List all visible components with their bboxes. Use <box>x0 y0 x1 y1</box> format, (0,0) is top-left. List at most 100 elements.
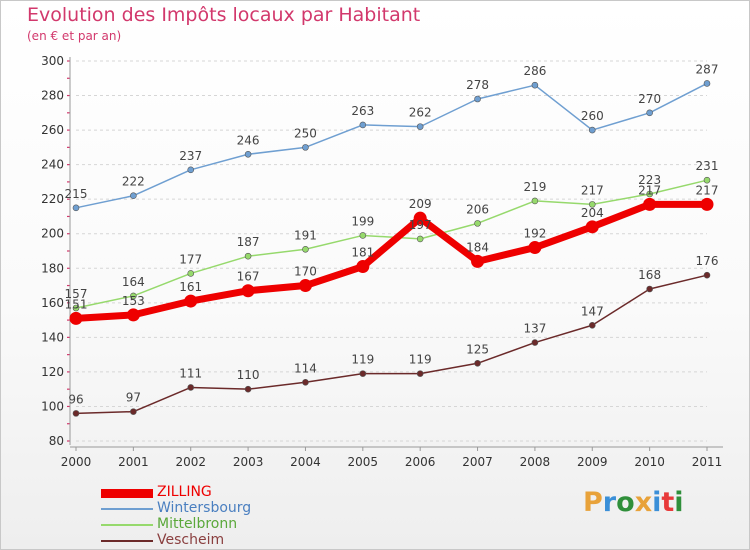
data-point <box>187 166 195 174</box>
data-point <box>302 378 309 386</box>
x-tick-label: 2011 <box>692 455 723 469</box>
data-point <box>72 204 80 212</box>
data-point <box>416 370 424 377</box>
data-label: 110 <box>237 368 260 382</box>
data-point <box>302 245 309 253</box>
data-point <box>130 292 137 300</box>
data-labels: 151 153 161 167 170 181 209 184 192 204 217 217 215 2… <box>65 62 719 406</box>
data-label: 164 <box>122 275 145 289</box>
proxiti-logo: Proxiti <box>583 487 684 518</box>
logo-letter: o <box>616 487 635 518</box>
logo-letter: P <box>583 487 603 518</box>
legend-swatch <box>101 488 153 498</box>
data-point <box>126 308 140 322</box>
data-label: 96 <box>68 392 83 406</box>
series-line-wintersbourg <box>75 82 708 209</box>
data-label: 206 <box>466 202 489 216</box>
x-tick-label: 2009 <box>577 455 608 469</box>
data-label: 219 <box>523 180 546 194</box>
data-point <box>646 190 653 198</box>
x-tick-label: 2003 <box>233 455 264 469</box>
data-label: 192 <box>523 227 546 241</box>
x-tick-label: 2010 <box>634 455 665 469</box>
axes: 80 100 120 140 160 180 200 220 240 260 280 300 2000 2… <box>41 54 723 469</box>
data-point <box>359 370 367 377</box>
data-label: 278 <box>466 78 489 92</box>
x-tick-label: 2004 <box>290 455 321 469</box>
legend-item: ZILLING <box>101 484 301 501</box>
logo-letter: i <box>674 487 684 518</box>
data-point <box>413 211 427 225</box>
logo-letter: r <box>602 487 617 518</box>
data-point <box>416 235 424 243</box>
y-tick-label: 220 <box>41 192 64 206</box>
data-point <box>244 252 252 260</box>
y-tick-label: 180 <box>41 261 64 275</box>
x-tick-label: 2006 <box>405 455 436 469</box>
data-label: 167 <box>237 270 260 284</box>
y-tick-label: 280 <box>41 89 64 103</box>
data-point <box>588 321 596 329</box>
data-label: 217 <box>581 183 604 197</box>
data-label: 191 <box>294 228 317 242</box>
legend-item: Vescheim <box>101 532 301 549</box>
grid <box>76 60 707 442</box>
data-label: 157 <box>65 287 88 301</box>
data-label: 177 <box>179 252 202 266</box>
data-point <box>130 408 137 415</box>
legend-swatch <box>101 508 153 510</box>
data-point <box>700 197 714 211</box>
x-tick-label: 2001 <box>118 455 149 469</box>
data-label: 187 <box>237 235 260 249</box>
series-line-mittelbronn <box>75 179 708 309</box>
legend-swatch <box>101 540 153 542</box>
data-point <box>359 232 367 239</box>
legend: ZILLING Wintersbourg Mittelbronn Vescheim <box>101 484 301 549</box>
y-tick-label: 120 <box>41 365 64 379</box>
data-point <box>643 197 657 211</box>
data-point <box>359 121 367 129</box>
data-point <box>703 271 711 279</box>
data-point <box>646 109 653 117</box>
data-point <box>244 385 252 393</box>
data-label: 231 <box>696 159 719 173</box>
data-point <box>69 311 83 325</box>
data-label: 111 <box>179 366 202 380</box>
data-point <box>531 339 539 346</box>
legend-label: Mittelbronn <box>157 516 238 532</box>
data-point <box>241 284 255 298</box>
data-label: 262 <box>409 106 432 120</box>
data-label: 222 <box>122 175 145 189</box>
data-label: 246 <box>237 133 260 147</box>
data-label: 237 <box>179 149 202 163</box>
data-point <box>356 260 370 274</box>
series-lines <box>69 80 714 417</box>
data-label: 151 <box>65 297 88 311</box>
data-point <box>474 359 481 367</box>
chart-subtitle: (en € et par an) <box>27 29 122 43</box>
data-label: 168 <box>638 268 661 282</box>
data-point <box>703 80 711 87</box>
x-tick-label: 2000 <box>61 455 92 469</box>
x-tick-label: 2005 <box>348 455 379 469</box>
data-point <box>528 241 542 255</box>
chart-title: Evolution des Impôts locaux par Habitant <box>27 4 421 26</box>
legend-item: Wintersbourg <box>101 500 301 517</box>
data-label: 209 <box>409 197 432 211</box>
data-point <box>474 220 481 227</box>
legend-label: ZILLING <box>157 484 212 500</box>
logo-letter: i <box>652 487 662 518</box>
data-label: 97 <box>126 391 141 405</box>
legend-swatch <box>101 524 153 526</box>
data-point <box>302 144 309 151</box>
data-point <box>187 270 195 277</box>
data-label: 223 <box>638 173 661 187</box>
data-point <box>244 150 252 158</box>
data-point <box>588 126 596 134</box>
data-point <box>416 123 424 130</box>
data-label: 170 <box>294 265 317 279</box>
data-point <box>72 410 80 417</box>
series-line-vescheim <box>75 274 708 415</box>
